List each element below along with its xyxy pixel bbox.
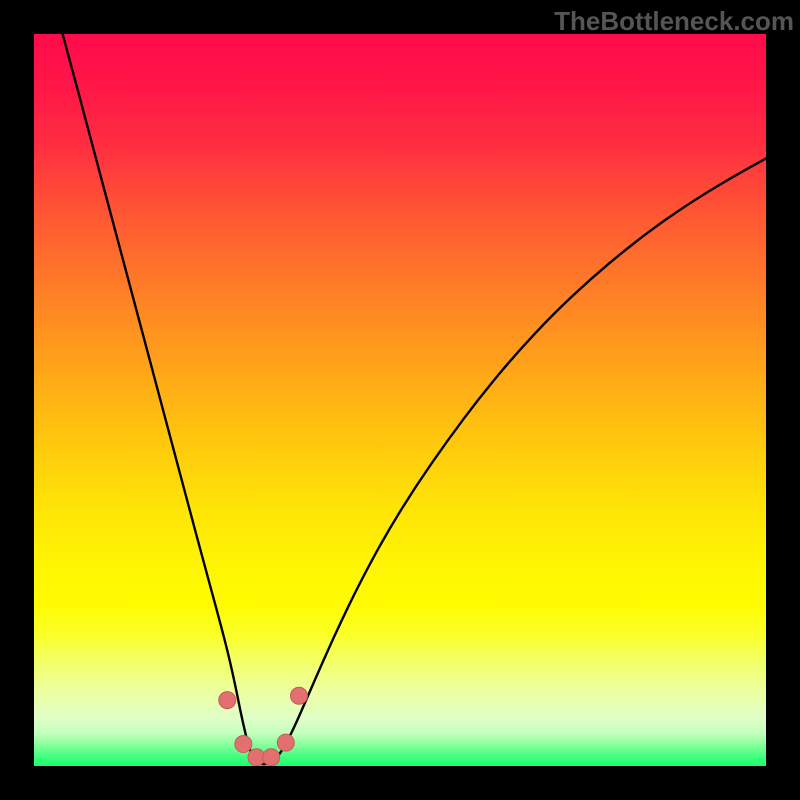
- gradient-background: [34, 34, 766, 766]
- watermark-text: TheBottleneck.com: [554, 6, 794, 37]
- curve-marker: [263, 749, 280, 766]
- curve-marker: [290, 687, 307, 704]
- plot-area: [34, 34, 766, 766]
- curve-marker: [235, 736, 252, 753]
- curve-marker: [277, 734, 294, 751]
- chart-svg: [34, 34, 766, 766]
- chart-container: TheBottleneck.com: [0, 0, 800, 800]
- curve-marker: [219, 692, 236, 709]
